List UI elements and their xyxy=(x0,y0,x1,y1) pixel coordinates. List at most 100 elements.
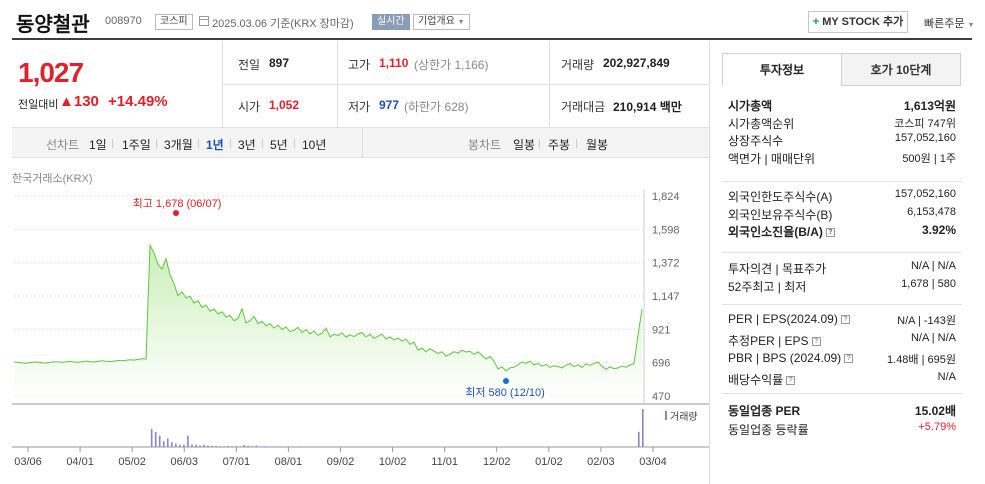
volume-bar xyxy=(299,446,302,447)
tab-range-3y[interactable]: 3년 xyxy=(238,138,256,152)
divider xyxy=(198,139,199,148)
invest-info-value: 코스피 747위 xyxy=(894,117,956,130)
tab-range-10y[interactable]: 10년 xyxy=(302,138,327,152)
price-chart[interactable]: 1,824 1,598 1,372 1,147 921 696 470 03/06 04/01 0… xyxy=(0,0,710,484)
live-badge[interactable]: 실시간 xyxy=(372,14,410,30)
chart-tab-bar xyxy=(12,127,709,158)
volume-bar xyxy=(179,444,181,447)
help-icon[interactable]: ? xyxy=(786,375,796,385)
y-tick-label: 921 xyxy=(652,324,670,336)
volume-bar xyxy=(150,428,153,447)
x-tick-label: 06/03 xyxy=(170,456,198,468)
help-icon[interactable]: ? xyxy=(811,336,821,346)
invest-info-row: 추정PER | EPS? N/A | N/A xyxy=(728,332,956,348)
volume-bar xyxy=(271,446,274,447)
divider xyxy=(230,139,231,148)
x-tick-label: 03/04 xyxy=(639,456,667,468)
up-arrow-icon: ▲ xyxy=(59,93,74,110)
volume-bar xyxy=(287,446,290,447)
tab-candle-day[interactable]: 일봉 xyxy=(513,138,536,152)
change-value: ▲130 xyxy=(59,93,99,110)
tab-range-1y[interactable]: 1년 xyxy=(206,138,224,152)
invest-info-label: 시가총액 xyxy=(728,99,773,113)
invest-info-label: 배당수익률? xyxy=(728,371,796,388)
tab-candle-week[interactable]: 주봉 xyxy=(548,138,571,152)
invest-info-row: PER | EPS(2024.09)? N/A | -143원 xyxy=(728,312,956,328)
invest-info-row: 시가총액순위 코스피 747위 xyxy=(728,115,956,131)
volume-bar xyxy=(239,446,242,447)
volume-label: 거래량 xyxy=(561,58,595,72)
volume-bar xyxy=(231,446,233,447)
date-text: 2025.03.06 기준(KRX 장마감) xyxy=(212,18,354,30)
add-mystock-button[interactable]: + MY STOCK 추가 xyxy=(808,11,908,33)
help-icon[interactable]: ? xyxy=(840,315,850,325)
line-chart-label: 선차트 xyxy=(46,138,80,152)
min-marker xyxy=(503,378,509,384)
invest-info-value: 500원 | 1주 xyxy=(902,152,956,165)
high-value: 1,110 xyxy=(379,56,409,70)
divider xyxy=(112,139,113,148)
invest-info-value: N/A xyxy=(937,370,956,383)
invest-info-row: 52주최고 | 최저 1,678 | 580 xyxy=(728,278,956,294)
calendar-icon xyxy=(199,16,209,26)
tab-range-5y[interactable]: 5년 xyxy=(270,138,288,152)
tab-candle-month[interactable]: 월봉 xyxy=(586,138,609,152)
invest-info-label: 외국인보유주식수(B) xyxy=(728,207,833,222)
help-icon[interactable]: ? xyxy=(844,354,854,364)
volume-bar xyxy=(215,445,217,447)
volume-bar xyxy=(183,444,185,447)
invest-info-row: 배당수익률? N/A xyxy=(728,371,956,387)
market-badge: 코스피 xyxy=(155,14,193,30)
tab-range-1d[interactable]: 1일 xyxy=(89,138,107,152)
divider xyxy=(156,139,157,148)
current-price: 1,027 xyxy=(18,57,84,88)
invest-info-value: 1.48배 | 695원 xyxy=(887,354,956,366)
volume-legend-swatch xyxy=(665,411,667,420)
volume-bar xyxy=(247,445,250,447)
tab-invest-info[interactable]: 투자정보 xyxy=(722,53,842,86)
volume-bar xyxy=(263,446,266,447)
plus-icon: + xyxy=(812,16,820,28)
max-annotation: 최고 1,678 (06/07) xyxy=(133,197,222,210)
chart-source: 한국거래소(KRX) xyxy=(12,173,93,185)
change-amount: 130 xyxy=(73,93,99,110)
invest-info-value: 157,052,160 xyxy=(894,188,956,200)
invest-info-label: PER | EPS(2024.09)? xyxy=(728,312,850,326)
invest-info-row: 상장주식수 157,052,160 xyxy=(728,132,956,148)
tab-range-1w[interactable]: 1주일 xyxy=(122,138,151,152)
x-tick-label: 10/02 xyxy=(379,456,407,468)
open-value: 1,052 xyxy=(269,98,300,112)
x-tick-label: 02/03 xyxy=(587,456,615,468)
invest-info-label: 추정PER | EPS? xyxy=(728,332,821,349)
divider xyxy=(576,139,577,148)
invest-info-label: 액면가 | 매매단위 xyxy=(728,151,816,166)
price-line xyxy=(13,243,643,372)
invest-info-row: 동일업종 PER 15.02배 xyxy=(728,402,956,418)
x-tick-label: 09/02 xyxy=(327,456,355,468)
invest-info-label: 52주최고 | 최저 xyxy=(728,279,807,294)
volume-bar xyxy=(259,446,262,447)
divider xyxy=(362,128,363,157)
invest-info-label: 외국인한도주식수(A) xyxy=(728,190,833,204)
company-overview-dropdown[interactable]: 기업개요 ▼ xyxy=(413,14,470,30)
invest-info-value: 6,153,478 xyxy=(907,205,956,218)
panel-divider xyxy=(709,41,710,484)
invest-info-label: 동일업종 등락률 xyxy=(728,423,809,437)
price-area xyxy=(14,245,642,396)
quick-order-button[interactable]: 빠른주문 ▼ xyxy=(924,15,974,31)
tab-hoga-10[interactable]: 호가 10단계 xyxy=(841,53,961,86)
divider xyxy=(294,139,295,148)
volume-bar xyxy=(291,446,294,447)
tab-range-3m[interactable]: 3개월 xyxy=(164,138,193,152)
min-annotation: 최저 580 (12/10) xyxy=(465,386,545,399)
chevron-down-icon: ▼ xyxy=(967,22,975,29)
invest-info-row: 외국인보유주식수(B) 6,153,478 xyxy=(728,206,956,222)
volume-bar xyxy=(162,441,165,447)
invest-info-row: 액면가 | 매매단위 500원 | 1주 xyxy=(728,150,956,166)
upper-limit: (상한가 1,166) xyxy=(414,58,489,72)
x-tick-label: 08/01 xyxy=(275,456,303,468)
help-icon[interactable]: ? xyxy=(825,228,835,238)
divider xyxy=(722,393,962,394)
invest-info-value: 157,052,160 xyxy=(894,132,956,144)
invest-info-value: N/A | N/A xyxy=(910,331,956,344)
